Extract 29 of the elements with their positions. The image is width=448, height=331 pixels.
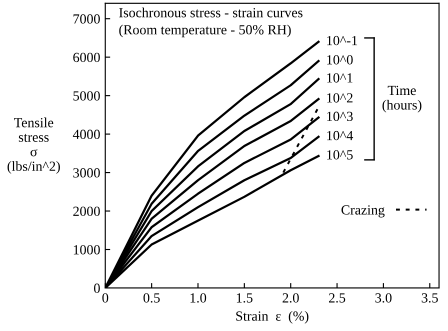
text: (Room temperature - 50% RH) — [119, 24, 291, 38]
chart-title: Isochronous stress - strain curves — [119, 8, 302, 18]
x-tick-label: 2.0 — [282, 293, 299, 303]
legend-label: 10^5 — [327, 150, 353, 160]
x-tick-label: 1.5 — [236, 293, 252, 303]
series-label: 10^3 — [327, 112, 353, 122]
y-tick-label: 1000 — [74, 245, 100, 254]
legend-label: 10^-1 — [327, 36, 358, 46]
y-tick-label: 4000 — [72, 130, 100, 140]
x-tick-label: 1.0 — [190, 293, 206, 303]
y-tick-label: 2000 — [73, 206, 100, 216]
y-tick-label: 3000 — [73, 168, 100, 178]
x-tick-label: 2.5 — [328, 293, 346, 303]
y-axis-title: Tensile stress σ (lbs/in^2) — [8, 118, 60, 174]
x-axis-title: Strain ε (%) — [236, 310, 308, 324]
y-tick-label: 5000 — [73, 91, 100, 101]
series-label: 10^1 — [327, 73, 352, 83]
series-label: 10^0 — [327, 55, 353, 64]
series-label: 10^4 — [327, 130, 354, 140]
annotation: Time (hours) — [382, 86, 422, 112]
x-tick-label: 0.5 — [143, 293, 160, 303]
legend-label: Crazing — [341, 205, 385, 218]
y-tick-label: 7000 — [74, 14, 100, 24]
y-tick-label: 0 — [94, 284, 100, 293]
y-tick-label: 6000 — [73, 52, 100, 62]
x-tick-label: 0 — [102, 293, 108, 303]
x-tick-label: 3.0 — [375, 293, 392, 303]
series-label: 10^2 — [327, 93, 353, 103]
x-tick-label: 3.5 — [422, 293, 438, 303]
